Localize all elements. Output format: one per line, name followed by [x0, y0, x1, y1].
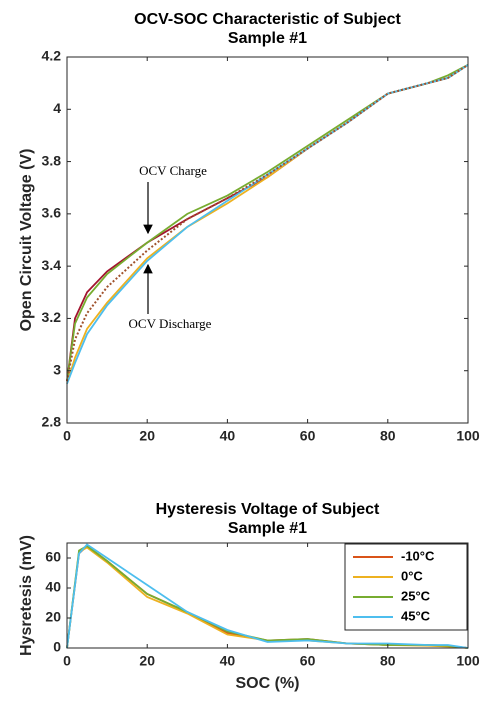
legend-box: [344, 543, 468, 631]
y-tick-label: 40: [45, 579, 61, 595]
series-line: [66, 543, 469, 649]
annotation: OCV Discharge: [129, 316, 212, 331]
y-tick-label: 4: [53, 100, 61, 116]
x-tick-label: 40: [220, 428, 236, 444]
axes-box: [66, 542, 469, 649]
legend-label: -10°C: [401, 548, 435, 563]
y-tick-label: 3.2: [42, 309, 62, 325]
annotation: OCV Charge: [139, 163, 207, 178]
x-tick-label: 80: [380, 428, 396, 444]
x-axis-label: SOC (%): [236, 675, 300, 692]
x-tick-label: 0: [63, 428, 71, 444]
x-tick-label: 100: [456, 653, 480, 669]
legend-label: 25°C: [401, 588, 431, 603]
y-tick-label: 3: [53, 361, 61, 377]
y-tick-label: 60: [45, 549, 61, 565]
y-axis-label: Hysretesis (mV): [18, 535, 35, 656]
x-tick-label: 40: [220, 653, 236, 669]
y-tick-label: 20: [45, 609, 61, 625]
x-tick-label: 0: [63, 653, 71, 669]
x-tick-label: 60: [300, 428, 316, 444]
chart-title: Sample #1: [228, 520, 307, 537]
x-tick-label: 100: [456, 428, 480, 444]
y-tick-label: 2.8: [42, 414, 62, 430]
chart-title: Sample #1: [228, 30, 307, 47]
x-tick-label: 60: [300, 653, 316, 669]
legend-label: 45°C: [401, 608, 431, 623]
legend-label: 0°C: [401, 568, 423, 583]
y-tick-label: 3.6: [42, 205, 62, 221]
plot-area: [67, 57, 468, 423]
y-tick-label: 0: [53, 639, 61, 655]
y-tick-label: 3.8: [42, 152, 62, 168]
chart-title: OCV-SOC Characteristic of Subject: [134, 11, 401, 28]
y-tick-label: 4.2: [42, 48, 62, 64]
y-axis-label: Open Circuit Voltage (V): [18, 149, 35, 332]
chart-title: Hysteresis Voltage of Subject: [156, 501, 380, 518]
x-tick-label: 20: [139, 428, 155, 444]
y-tick-label: 3.4: [42, 257, 62, 273]
series-line: [66, 64, 469, 382]
axes-box: [66, 56, 469, 424]
x-tick-label: 20: [139, 653, 155, 669]
x-tick-label: 80: [380, 653, 396, 669]
